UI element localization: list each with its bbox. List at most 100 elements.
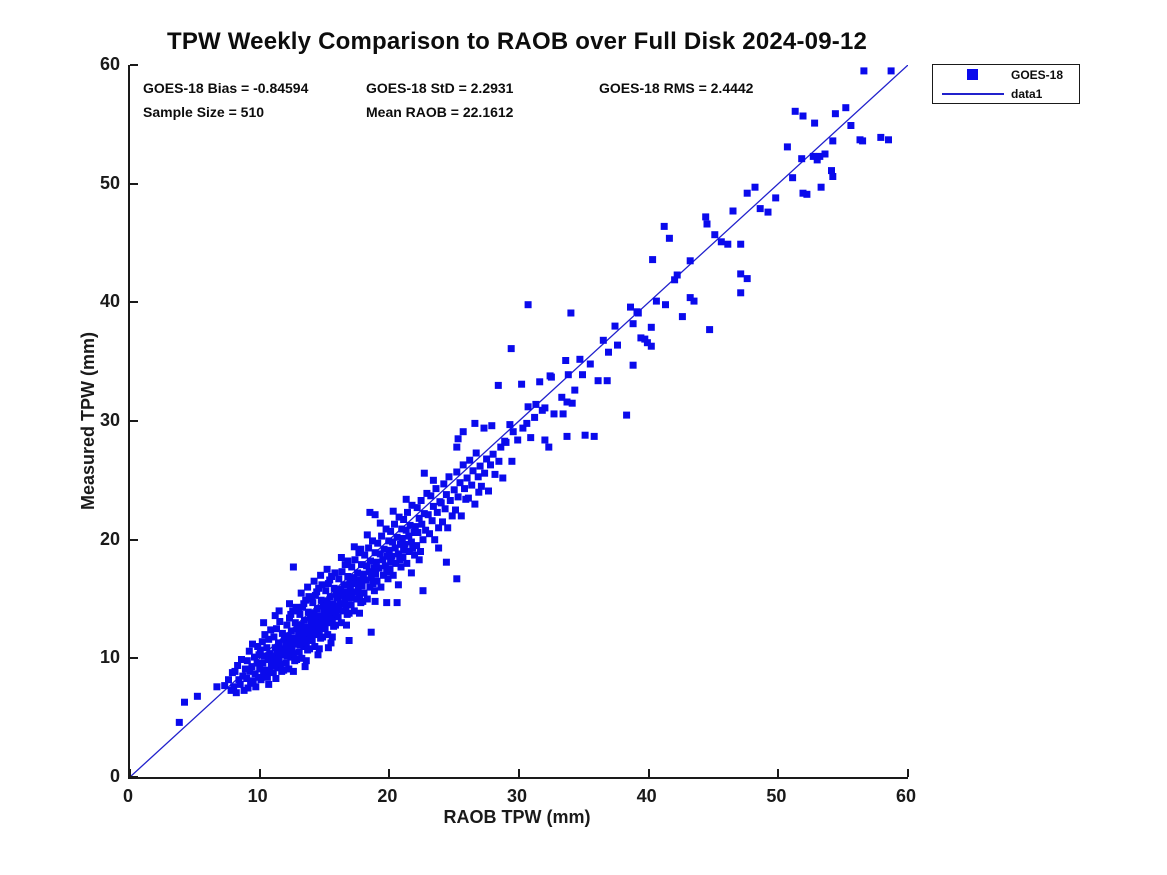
scatter-point: [339, 591, 347, 599]
scatter-point: [393, 599, 401, 607]
scatter-point: [370, 587, 378, 595]
scatter-point: [419, 536, 427, 544]
scatter-point: [292, 640, 300, 648]
scatter-point: [314, 651, 322, 659]
scatter-point: [605, 348, 612, 356]
scatter-point: [541, 404, 549, 412]
scatter-point: [418, 520, 426, 528]
scatter-point: [265, 635, 273, 643]
scatter-point: [464, 494, 472, 502]
scatter-point: [263, 673, 271, 681]
scatter-point: [373, 577, 381, 585]
scatter-point: [230, 683, 238, 691]
scatter-point: [474, 473, 482, 481]
scatter-point: [483, 455, 491, 463]
scatter-point: [339, 607, 347, 615]
scatter-point: [365, 544, 373, 552]
scatter-point: [717, 238, 725, 246]
scatter-point: [454, 493, 462, 501]
scatter-point: [475, 488, 483, 496]
scatter-point: [400, 516, 408, 523]
scatter-point: [671, 276, 679, 284]
scatter-point: [489, 450, 497, 458]
scatter-point: [703, 220, 711, 228]
scatter-point: [304, 583, 312, 591]
scatter-point: [335, 606, 343, 614]
x-tick-label: 0: [122, 786, 133, 806]
scatter-point: [240, 686, 248, 694]
scatter-point: [267, 662, 275, 669]
scatter-point: [367, 557, 374, 565]
scatter-point: [420, 469, 428, 477]
scatter-point: [239, 672, 247, 680]
y-tick-label: 30: [99, 410, 120, 430]
scatter-point: [647, 323, 655, 331]
scatter-point: [426, 530, 433, 538]
scatter-point: [485, 487, 492, 495]
scatter-point: [816, 152, 824, 160]
scatter-point: [321, 625, 329, 633]
scatter-point: [518, 380, 526, 388]
scatter-point: [545, 443, 553, 451]
scatter-point: [301, 663, 309, 671]
scatter-point: [324, 644, 332, 652]
scatter-point: [322, 612, 330, 620]
scatter-point: [311, 643, 319, 650]
scatter-point: [264, 656, 272, 663]
scatter-point: [394, 550, 402, 558]
scatter-point: [847, 122, 855, 129]
scatter-point: [221, 682, 229, 690]
scatter-point: [400, 546, 408, 554]
scatter-point: [265, 667, 273, 675]
scatter-point: [378, 532, 386, 540]
scatter-point: [842, 104, 850, 112]
scatter-point: [258, 638, 266, 646]
scatter-point: [315, 645, 323, 653]
scatter-point: [331, 606, 339, 614]
x-tick-mark: [777, 769, 780, 777]
y-tick-label: 60: [99, 54, 120, 74]
scatter-point: [306, 645, 314, 653]
scatter-point: [887, 67, 895, 75]
scatter-point: [297, 635, 304, 643]
scatter-point: [764, 208, 772, 216]
scatter-point: [243, 675, 251, 682]
y-tick-label: 50: [99, 172, 120, 193]
scatter-point: [348, 594, 356, 602]
scatter-point: [396, 540, 404, 548]
scatter-point: [361, 551, 369, 559]
scatter-point: [579, 371, 586, 379]
scatter-point: [280, 635, 288, 643]
scatter-point: [298, 654, 306, 662]
scatter-point: [235, 676, 243, 684]
y-tick-label: 20: [99, 528, 120, 549]
scatter-point: [249, 677, 257, 685]
scatter-point: [559, 410, 567, 418]
stat-bias: GOES-18 Bias = -0.84594: [143, 80, 309, 96]
scatter-point: [324, 631, 332, 639]
stat-sample-size: Sample Size = 510: [143, 104, 265, 120]
scatter-point: [536, 378, 544, 386]
scatter-point: [729, 207, 737, 215]
scatter-point: [798, 155, 806, 163]
scatter-point: [328, 633, 336, 641]
scatter-point: [329, 600, 337, 608]
scatter-point: [370, 564, 378, 572]
scatter-point: [376, 550, 384, 558]
scatter-point: [308, 595, 315, 603]
scatter-canvas: [130, 65, 908, 777]
scatter-point: [417, 497, 425, 504]
scatter-point: [562, 357, 570, 364]
scatter-point: [440, 480, 448, 488]
x-tick-label: 50: [766, 786, 787, 806]
scatter-point: [445, 473, 453, 481]
stat-rms: GOES-18 RMS = 2.4442: [599, 80, 754, 96]
scatter-point: [387, 527, 395, 535]
scatter-point: [289, 667, 297, 675]
scatter-point: [335, 575, 343, 583]
scatter-point: [269, 669, 277, 677]
scatter-point: [350, 607, 358, 615]
scatter-point: [637, 334, 645, 342]
scatter-point: [466, 456, 474, 464]
scatter-point: [295, 648, 303, 656]
